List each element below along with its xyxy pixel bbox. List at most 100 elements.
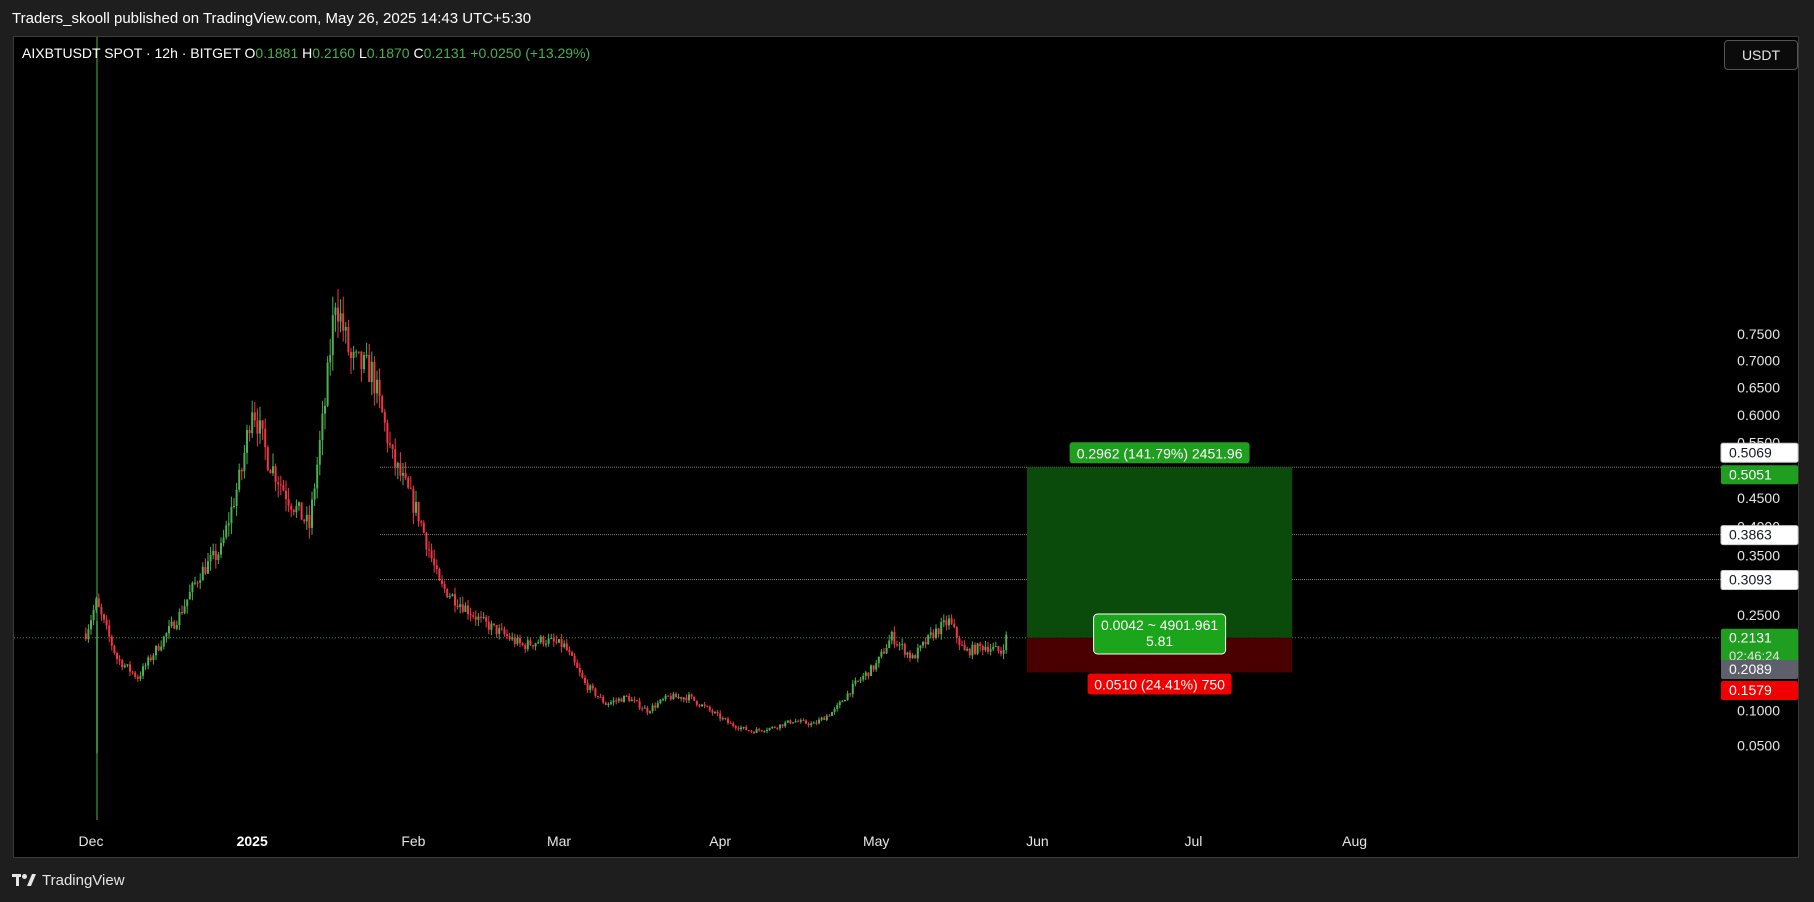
- candle-body: [987, 646, 989, 652]
- candle-body: [485, 616, 488, 622]
- candle-body: [565, 643, 568, 651]
- candle-body: [495, 624, 498, 634]
- candle-body: [625, 695, 628, 697]
- candle-body: [121, 660, 124, 668]
- candle-body: [123, 665, 126, 668]
- candle-body: [903, 644, 906, 655]
- price-label-bg: [1721, 660, 1798, 679]
- candle-body: [844, 699, 846, 702]
- candle-body: [984, 646, 987, 651]
- candle-body: [118, 659, 121, 661]
- candle-body: [825, 715, 828, 720]
- candle-body: [451, 594, 454, 597]
- currency-button[interactable]: USDT: [1724, 40, 1798, 70]
- candle-body: [152, 655, 155, 661]
- candle-body: [407, 477, 410, 488]
- candle-body: [373, 361, 376, 394]
- candle-body: [841, 701, 844, 703]
- y-tick-label: 0.1000: [1737, 703, 1780, 719]
- candle-body: [675, 693, 677, 698]
- candle-body: [789, 720, 792, 724]
- candle-body: [318, 439, 321, 465]
- candle-body: [560, 639, 563, 648]
- candle-body: [261, 420, 264, 429]
- candle-body: [207, 561, 209, 574]
- candle-body: [922, 641, 924, 646]
- candle-body: [885, 648, 888, 654]
- axis-layer: 0.75000.70000.65000.60000.55000.45000.40…: [79, 326, 1799, 849]
- y-tick-label: 0.0500: [1737, 738, 1780, 754]
- candle-body: [859, 679, 862, 681]
- candle-body: [337, 307, 339, 322]
- candle-body: [703, 704, 706, 706]
- legend-part: AIXBTUSDT SPOT · 12h · BITGET: [22, 45, 245, 61]
- candle-body: [142, 666, 144, 676]
- chart-frame[interactable]: [13, 36, 1799, 858]
- candle-body: [360, 351, 363, 370]
- candle-body: [823, 717, 826, 720]
- candle-body: [113, 645, 116, 654]
- candle-body: [919, 645, 922, 648]
- candle-body: [477, 616, 480, 620]
- candle-body: [519, 638, 521, 644]
- candle-body: [550, 638, 553, 640]
- candle-body: [417, 501, 420, 522]
- candle-body: [945, 620, 948, 626]
- position-center-label-2: 5.81: [1146, 633, 1173, 649]
- candle-body: [612, 700, 615, 703]
- profit-zone[interactable]: [1027, 467, 1293, 638]
- tradingview-logo[interactable]: TradingView: [12, 872, 125, 889]
- candle-body: [490, 623, 493, 630]
- candle-body: [929, 632, 932, 635]
- candle-body: [760, 730, 763, 732]
- candle-body: [209, 555, 212, 562]
- candle-body: [355, 351, 358, 353]
- candle-body: [90, 620, 92, 630]
- candle-body: [552, 638, 555, 642]
- candle-body: [474, 616, 477, 620]
- candle-body: [573, 655, 576, 663]
- candle-body: [864, 672, 867, 676]
- price-label: 0.2089: [1729, 661, 1772, 677]
- candle-body: [706, 705, 709, 707]
- candle-body: [563, 643, 566, 648]
- candle-body: [303, 519, 306, 522]
- y-tick-label: 0.7000: [1737, 353, 1780, 369]
- candle-body: [638, 701, 641, 709]
- symbol-legend-text: AIXBTUSDT SPOT · 12h · BITGET O0.1881 H0…: [22, 45, 590, 61]
- candle-body: [506, 634, 508, 637]
- candle-body: [404, 473, 407, 478]
- candle-body: [178, 612, 181, 626]
- position-layer: 0.2962 (141.79%) 2451.96 0.0510 (24.41%) …: [1027, 442, 1293, 695]
- candle-body: [316, 464, 319, 489]
- candle-body: [727, 718, 729, 723]
- candle-body: [298, 502, 300, 506]
- candle-body: [147, 657, 150, 666]
- candle-body: [391, 444, 394, 450]
- price-label: 0.5051: [1729, 466, 1772, 482]
- candle-body: [750, 730, 753, 732]
- candle-body: [279, 484, 282, 486]
- candle-body: [568, 650, 571, 653]
- candle-body: [953, 623, 956, 627]
- candle-body: [659, 699, 662, 704]
- legend-part: 0.1881: [255, 45, 302, 61]
- candle-body: [165, 633, 168, 637]
- candle-body: [100, 607, 103, 615]
- candle-body: [794, 721, 797, 723]
- candle-body: [646, 707, 649, 713]
- candle-body: [196, 582, 199, 584]
- candle-body: [482, 616, 485, 618]
- candles-layer: [84, 289, 1008, 754]
- candle-body: [383, 412, 386, 423]
- price-label-bg: [1720, 442, 1799, 463]
- candle-body: [378, 379, 381, 397]
- candle-body: [867, 672, 870, 677]
- candle-body: [290, 505, 293, 510]
- candle-body: [745, 726, 748, 731]
- candle-body: [656, 703, 659, 708]
- candle-body: [516, 638, 519, 644]
- candle-body: [955, 626, 958, 638]
- candle-body: [971, 644, 974, 656]
